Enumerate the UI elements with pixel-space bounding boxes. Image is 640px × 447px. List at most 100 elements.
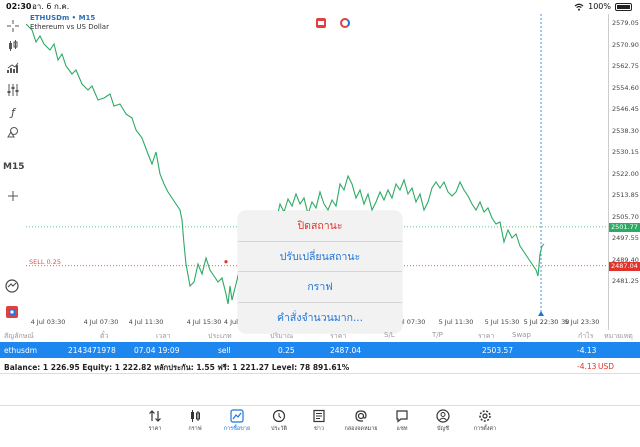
settings-icon — [479, 410, 491, 422]
price-tick: 2570.90 — [612, 40, 639, 49]
time-tick: 4 Jul 07:30 — [83, 318, 119, 326]
price-tick: 2497.55 — [612, 234, 639, 242]
price-tick: 2554.60 — [612, 83, 639, 92]
col-sl: S/L — [384, 331, 395, 339]
chart-symbol: ETHUSDm • M15 — [30, 14, 96, 22]
price-scale[interactable]: 2579.05 2570.90 2562.75 2554.60 2546.45 2538.… — [608, 14, 640, 330]
status-time: 02:30 — [6, 2, 32, 11]
tab-chart[interactable]: กราฟ — [177, 409, 213, 433]
balance-text: Balance: 1 226.95 Equity: 1 222.82 หลักป… — [4, 363, 350, 372]
tab-mailbox[interactable]: กล่องจดหมาย — [343, 409, 379, 433]
history-icon — [272, 409, 286, 423]
candles-icon — [191, 410, 200, 422]
trade-panel-icon[interactable] — [5, 304, 21, 320]
function-icon[interactable]: ƒ — [11, 105, 15, 119]
candles-tool-icon[interactable] — [4, 38, 22, 54]
time-tick: 4 Jul 15:30 — [186, 318, 222, 326]
col-profit: กำไร — [578, 332, 594, 340]
time-tick: 4 Jul 11:30 — [128, 318, 164, 326]
row-symbol: ethusdm — [4, 346, 38, 355]
trades-table-header: สัญลักษณ์ ตั๋ว เวลา ประเภท ปริมาณ ราคา S… — [0, 328, 640, 342]
row-profit: -4.13 — [577, 346, 597, 355]
price-tick: 2579.05 — [612, 19, 639, 27]
col-symbol: สัญลักษณ์ — [4, 332, 34, 340]
time-scale[interactable]: 4 Jul 03:30 4 Jul 07:30 4 Jul 11:30 4 Jul 1… — [26, 316, 608, 328]
bottom-tab-bar: ราคา กราฟ การซื้อขาย ประวัติ ข่าว กล่องจ… — [0, 405, 640, 447]
account-currency: USD — [598, 362, 615, 371]
crosshair-small-icon[interactable] — [4, 188, 22, 204]
row-type: sell — [218, 346, 231, 355]
col-type: ประเภท — [208, 332, 232, 340]
time-tick: 4 Jul 03:30 — [30, 318, 66, 326]
time-tick: 5 Jul 11:30 — [438, 318, 474, 326]
price-tick: 2530.15 — [612, 148, 639, 156]
quote-toggle-icon[interactable] — [340, 18, 350, 28]
time-tick: 4 Jul 1 — [223, 318, 245, 326]
col-swap: Swap — [512, 331, 531, 339]
tab-settings[interactable]: การตั้งค่า — [467, 409, 503, 433]
current-price-badge: 2501.77 — [609, 222, 640, 232]
cursor-marker — [538, 311, 544, 316]
shapes-icon[interactable] — [4, 124, 22, 140]
sell-entry-marker — [224, 260, 228, 264]
col-comment: หมายเหตุ — [604, 332, 633, 340]
arrows-updown-icon — [149, 410, 161, 422]
col-tp: T/P — [432, 331, 443, 339]
price-tick: 2538.30 — [612, 126, 639, 135]
col-volume: ปริมาณ — [270, 332, 294, 340]
col-price: ราคา — [478, 332, 495, 340]
price-tick: 2505.70 — [612, 212, 639, 221]
settings-sliders-icon[interactable] — [4, 82, 22, 98]
chart-action[interactable]: กราฟ — [238, 272, 402, 303]
price-line-series — [26, 23, 545, 305]
flag-icon[interactable] — [316, 18, 326, 28]
row-volume: 0.25 — [278, 346, 295, 355]
row-open-price: 2487.04 — [330, 346, 362, 355]
tab-history[interactable]: ประวัติ — [261, 409, 297, 433]
tab-quotes[interactable]: ราคา — [137, 409, 173, 433]
at-icon — [355, 410, 367, 422]
chart-description: Ethereum vs US Dollar — [30, 23, 109, 31]
time-tick: 5 Jul 15:30 — [484, 318, 520, 326]
chart-header: ETHUSDm • M15 Ethereum vs US Dollar — [30, 14, 109, 32]
row-time: 07.04 19:09 — [134, 346, 180, 355]
tab-account[interactable]: บัญชี — [425, 409, 461, 433]
price-tick: 2562.75 — [612, 62, 639, 70]
tab-chat[interactable]: แชท — [384, 409, 420, 433]
bulk-orders-action[interactable]: คำสั่งจำนวนมาก... — [277, 312, 363, 325]
time-tick: 5 Jul 07:30 — [390, 318, 426, 326]
time-tick: 5 Jul 23:30 — [564, 318, 600, 326]
one-click-trading-icon[interactable] — [5, 278, 21, 294]
left-toolbar: ƒ M15 — [0, 14, 26, 330]
battery-icon — [615, 3, 632, 11]
col-ticket: ตั๋ว — [100, 332, 109, 340]
position-action-sheet: ปิดสถานะ ปรับเปลี่ยนสถานะ กราฟ คำสั่งจำน… — [238, 211, 402, 333]
indicators-icon[interactable] — [4, 60, 22, 76]
wifi-icon — [574, 3, 584, 11]
tab-news[interactable]: ข่าว — [301, 409, 337, 433]
col-time: เวลา — [156, 332, 171, 340]
price-tick: 2546.45 — [612, 105, 639, 113]
col-open-price: ราคา — [330, 332, 347, 340]
tab-trade[interactable]: การซื้อขาย — [219, 409, 255, 433]
balance-summary: Balance: 1 226.95 Equity: 1 222.82 หลักป… — [0, 358, 640, 374]
price-tick: 2481.25 — [612, 277, 639, 285]
news-icon — [313, 409, 325, 423]
chat-icon — [396, 410, 408, 423]
timeframe-label[interactable]: M15 — [3, 162, 25, 172]
price-tick: 2522.00 — [612, 169, 639, 178]
price-tick: 2513.85 — [612, 191, 639, 199]
sell-position-label: SELL 0.25 — [29, 257, 62, 266]
close-position-action[interactable]: ปิดสถานะ — [238, 211, 402, 242]
total-profit: -4.13 — [577, 362, 597, 371]
account-icon — [436, 409, 450, 423]
battery-percent: 100% — [588, 2, 611, 11]
table-row[interactable]: ethusdm 2143471978 07.04 19:09 sell 0.25… — [0, 342, 640, 358]
row-price: 2503.57 — [482, 346, 514, 355]
crosshair-icon[interactable] — [4, 18, 22, 34]
modify-position-action[interactable]: ปรับเปลี่ยนสถานะ — [238, 242, 402, 272]
trade-chart-icon — [230, 409, 244, 423]
price-tick: 2489.40 — [612, 255, 639, 264]
row-ticket: 2143471978 — [68, 346, 116, 355]
